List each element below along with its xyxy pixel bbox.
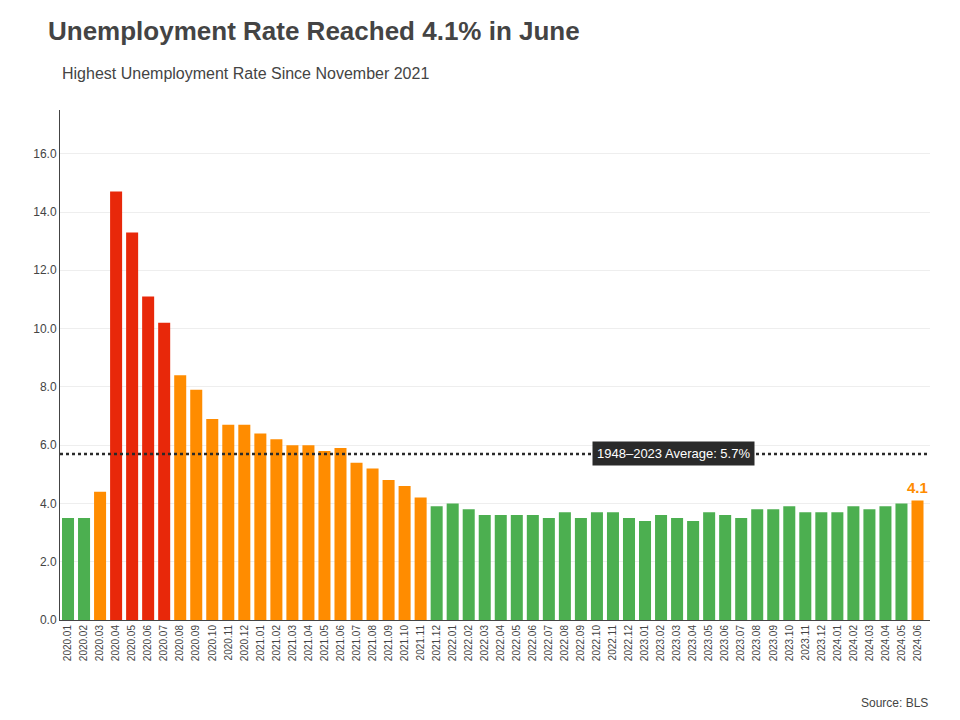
svg-text:2024.05: 2024.05 bbox=[896, 625, 907, 662]
svg-text:2020.02: 2020.02 bbox=[78, 625, 89, 662]
svg-text:2023.11: 2023.11 bbox=[800, 625, 811, 661]
svg-text:2023.09: 2023.09 bbox=[768, 625, 779, 662]
svg-text:2024.04: 2024.04 bbox=[880, 625, 891, 662]
svg-text:2022.08: 2022.08 bbox=[559, 625, 570, 662]
svg-text:2022.09: 2022.09 bbox=[575, 625, 586, 662]
svg-text:2023.10: 2023.10 bbox=[784, 625, 795, 662]
svg-text:2022.06: 2022.06 bbox=[527, 625, 538, 662]
svg-text:2.0: 2.0 bbox=[40, 555, 57, 569]
svg-text:2024.03: 2024.03 bbox=[864, 625, 875, 662]
svg-text:2022.01: 2022.01 bbox=[447, 625, 458, 662]
svg-text:2022.02: 2022.02 bbox=[463, 625, 474, 662]
svg-text:2023.05: 2023.05 bbox=[703, 625, 714, 662]
svg-text:2020.03: 2020.03 bbox=[94, 625, 105, 662]
svg-text:2021.09: 2021.09 bbox=[383, 625, 394, 662]
svg-text:8.0: 8.0 bbox=[40, 380, 57, 394]
svg-text:2020.12: 2020.12 bbox=[239, 625, 250, 662]
svg-text:2021.05: 2021.05 bbox=[319, 625, 330, 662]
svg-text:2022.03: 2022.03 bbox=[479, 625, 490, 662]
svg-text:1948–2023 Average: 5.7%: 1948–2023 Average: 5.7% bbox=[597, 446, 750, 461]
svg-text:4.1: 4.1 bbox=[907, 479, 928, 496]
svg-text:2021.01: 2021.01 bbox=[255, 625, 266, 662]
svg-text:2021.07: 2021.07 bbox=[351, 625, 362, 662]
svg-text:2022.10: 2022.10 bbox=[591, 625, 602, 662]
svg-text:2021.12: 2021.12 bbox=[431, 625, 442, 662]
svg-text:2020.04: 2020.04 bbox=[110, 625, 121, 662]
svg-text:2023.06: 2023.06 bbox=[719, 625, 730, 662]
svg-text:2022.12: 2022.12 bbox=[623, 625, 634, 662]
svg-text:2021.11: 2021.11 bbox=[415, 625, 426, 661]
svg-text:2020.01: 2020.01 bbox=[62, 625, 73, 662]
svg-text:6.0: 6.0 bbox=[40, 438, 57, 452]
svg-text:2021.03: 2021.03 bbox=[287, 625, 298, 662]
svg-text:2020.11: 2020.11 bbox=[223, 625, 234, 661]
svg-text:2020.10: 2020.10 bbox=[207, 625, 218, 662]
svg-text:Source: BLS: Source: BLS bbox=[861, 696, 928, 710]
svg-text:2023.02: 2023.02 bbox=[655, 625, 666, 662]
svg-text:2024.06: 2024.06 bbox=[912, 625, 923, 662]
svg-text:2020.09: 2020.09 bbox=[190, 625, 201, 662]
svg-text:2022.04: 2022.04 bbox=[495, 625, 506, 662]
svg-text:2021.08: 2021.08 bbox=[367, 625, 378, 662]
svg-text:Unemployment Rate Reached 4.1%: Unemployment Rate Reached 4.1% in June bbox=[48, 16, 580, 46]
svg-text:10.0: 10.0 bbox=[33, 322, 57, 336]
svg-text:12.0: 12.0 bbox=[33, 263, 57, 277]
svg-text:2022.07: 2022.07 bbox=[543, 625, 554, 662]
svg-text:2020.05: 2020.05 bbox=[126, 625, 137, 662]
svg-text:Highest Unemployment Rate Sinc: Highest Unemployment Rate Since November… bbox=[62, 65, 429, 82]
svg-text:2021.10: 2021.10 bbox=[399, 625, 410, 662]
svg-text:14.0: 14.0 bbox=[33, 205, 57, 219]
svg-text:2020.08: 2020.08 bbox=[174, 625, 185, 662]
svg-text:2023.04: 2023.04 bbox=[687, 625, 698, 662]
svg-text:2023.12: 2023.12 bbox=[816, 625, 827, 662]
svg-text:2021.02: 2021.02 bbox=[271, 625, 282, 662]
svg-text:16.0: 16.0 bbox=[33, 147, 57, 161]
svg-text:4.0: 4.0 bbox=[40, 497, 57, 511]
svg-text:2020.06: 2020.06 bbox=[142, 625, 153, 662]
svg-text:2023.01: 2023.01 bbox=[639, 625, 650, 662]
svg-text:2024.02: 2024.02 bbox=[848, 625, 859, 662]
svg-text:0.0: 0.0 bbox=[40, 613, 57, 627]
svg-text:2021.04: 2021.04 bbox=[303, 625, 314, 662]
svg-text:2023.08: 2023.08 bbox=[751, 625, 762, 662]
svg-text:2021.06: 2021.06 bbox=[335, 625, 346, 662]
svg-text:2023.03: 2023.03 bbox=[671, 625, 682, 662]
svg-text:2020.07: 2020.07 bbox=[158, 625, 169, 662]
svg-text:2022.05: 2022.05 bbox=[511, 625, 522, 662]
svg-text:2023.07: 2023.07 bbox=[735, 625, 746, 662]
svg-text:2024.01: 2024.01 bbox=[832, 625, 843, 662]
svg-text:2022.11: 2022.11 bbox=[607, 625, 618, 661]
